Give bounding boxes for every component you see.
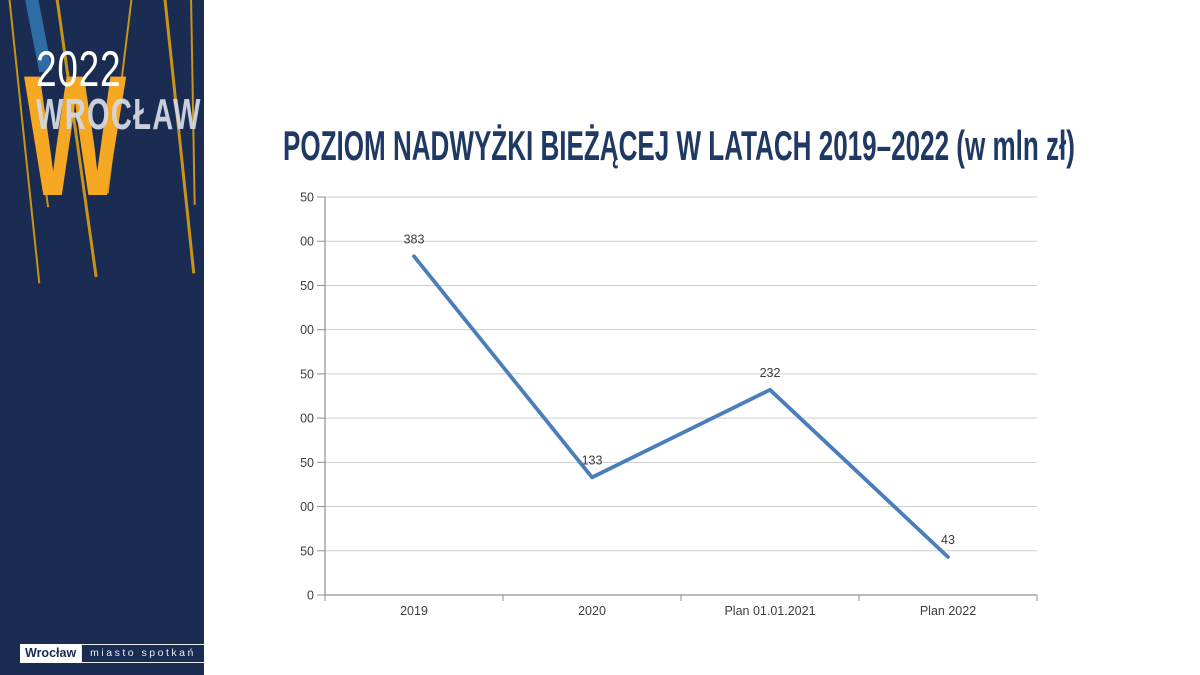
x-category-label: 2019 <box>400 604 428 618</box>
data-label: 383 <box>404 232 425 246</box>
y-tick-label: 350 <box>300 279 314 293</box>
y-tick-label: 200 <box>300 412 314 426</box>
x-category-label: 2020 <box>578 604 606 618</box>
logo-city-name: WROCŁAW <box>36 90 202 139</box>
data-label: 232 <box>760 366 781 380</box>
logo-year: 2022 <box>36 41 122 97</box>
series-line <box>412 254 950 559</box>
badge-city-label: Wrocław <box>20 644 82 663</box>
line-chart-svg: 0 50 100 150 200 250 300 350 400 450 2019 2020 Plan … <box>300 191 1038 618</box>
y-tick-label: 250 <box>300 367 314 381</box>
page-title: POZIOM NADWYŻKI BIEŻĄCEJ W LATACH 2019–2… <box>283 122 1075 170</box>
y-tick-label: 400 <box>300 235 314 249</box>
y-tick-label: 450 <box>300 191 314 205</box>
badge-slogan-label: miasto spotkań <box>81 644 204 663</box>
city-slogan-badge: Wrocław miasto spotkań <box>20 644 204 663</box>
y-tick-label: 100 <box>300 500 314 514</box>
x-category-label: Plan 2022 <box>920 604 976 618</box>
data-label: 43 <box>941 533 955 547</box>
y-tick-label: 300 <box>300 323 314 337</box>
y-tick-label: 0 <box>307 589 314 603</box>
data-label: 133 <box>582 453 603 467</box>
y-tick-label: 50 <box>300 544 314 558</box>
line-chart: 0 50 100 150 200 250 300 350 400 450 2019 2020 Plan … <box>300 190 1045 635</box>
y-tick-label: 150 <box>300 456 314 470</box>
wroclaw-w-logo: W <box>24 40 127 232</box>
x-category-label: Plan 01.01.2021 <box>724 604 815 618</box>
sidebar: W 2022 WROCŁAW Wrocław miasto spotkań <box>0 0 204 675</box>
